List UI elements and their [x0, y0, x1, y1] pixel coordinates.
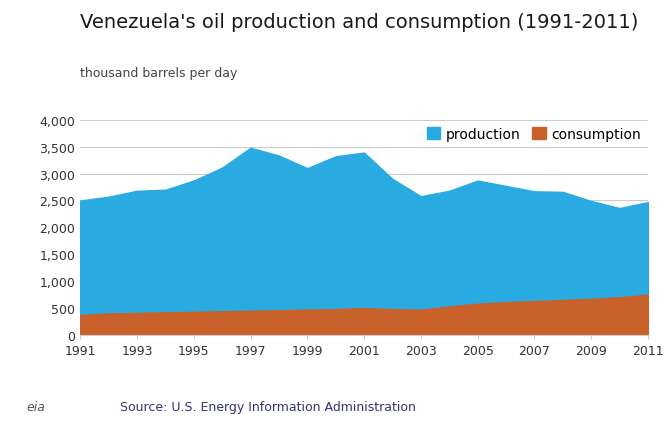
Text: Venezuela's oil production and consumption (1991-2011): Venezuela's oil production and consumpti…: [80, 13, 639, 32]
Text: eia: eia: [27, 400, 45, 413]
Text: Source: U.S. Energy Information Administration: Source: U.S. Energy Information Administ…: [120, 400, 416, 413]
Text: thousand barrels per day: thousand barrels per day: [80, 67, 238, 80]
Legend: production, consumption: production, consumption: [426, 127, 641, 141]
